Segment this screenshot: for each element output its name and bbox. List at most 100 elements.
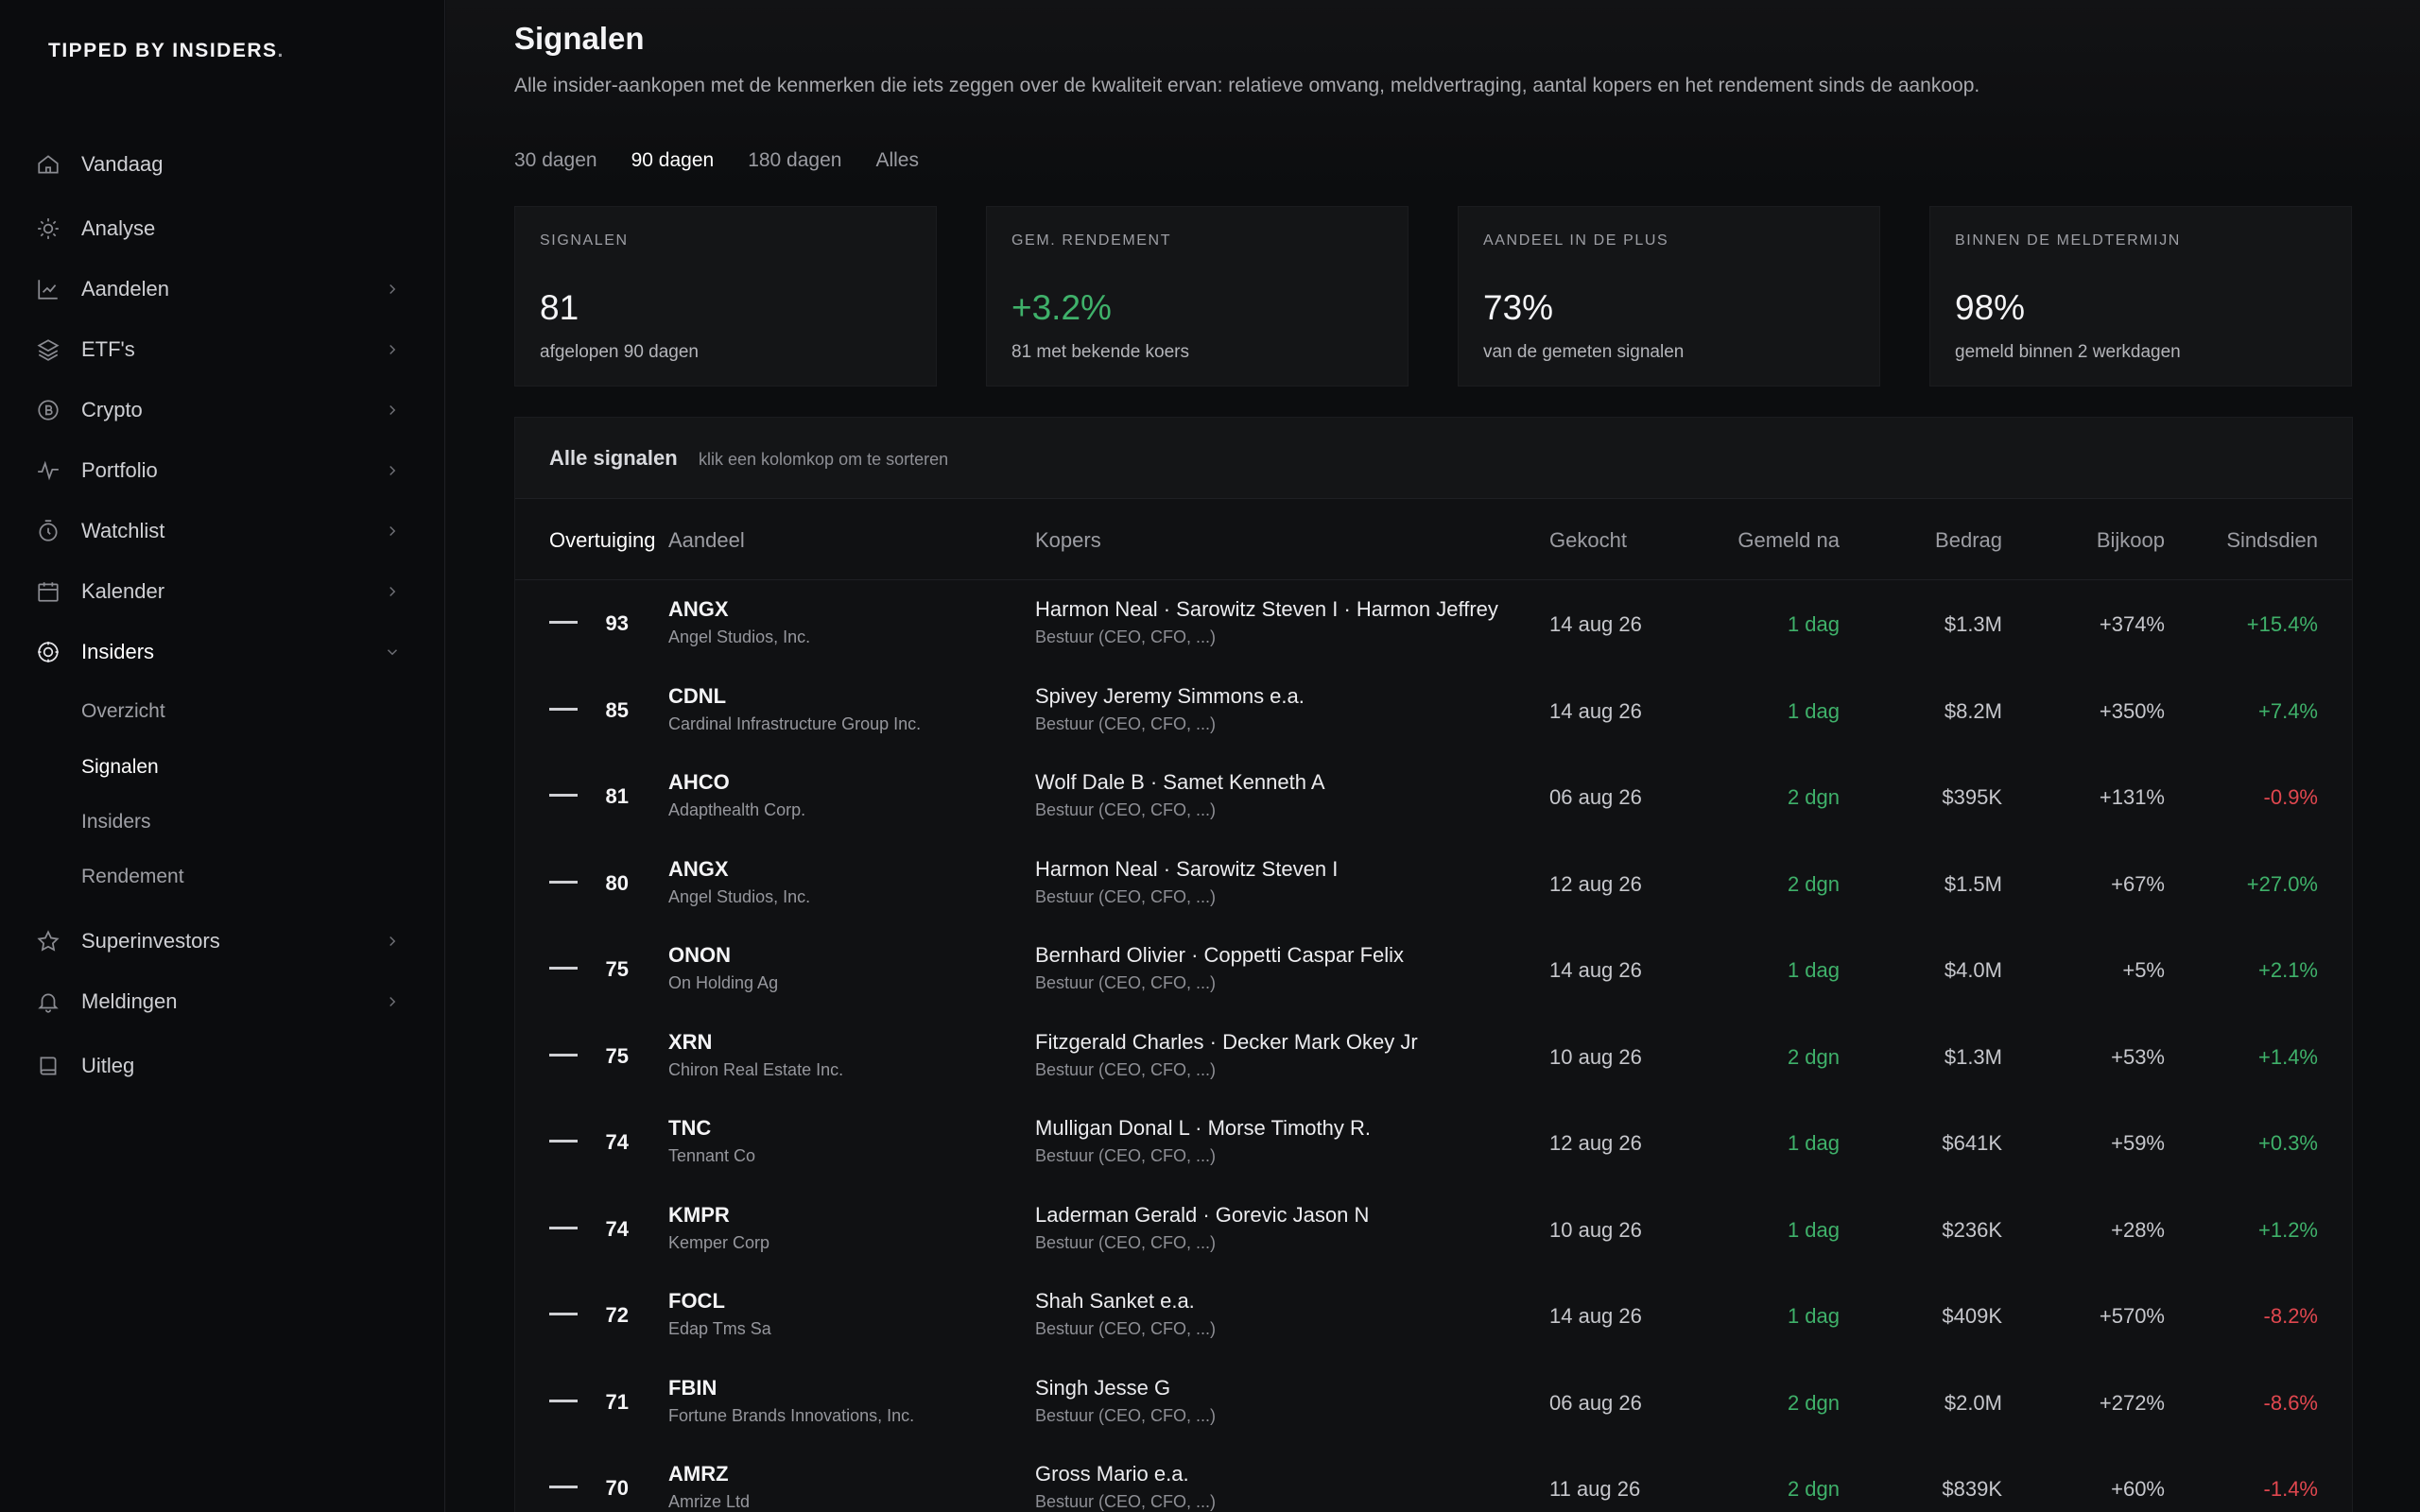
table-row[interactable]: 71 FBIN Fortune Brands Innovations, Inc. Si… (515, 1359, 2352, 1445)
buyers-names: Laderman Gerald · Gorevic Jason N (1035, 1202, 1370, 1227)
brand-logo[interactable]: TIPPED BY INSIDERS. (48, 40, 285, 62)
sidebar-item-label: Aandelen (81, 277, 169, 301)
conviction-bar (549, 967, 578, 970)
since-return: +1.2% (2258, 1217, 2318, 1242)
buyers-role: Bestuur (CEO, CFO, ...) (1035, 886, 1217, 906)
column-gemeld-na[interactable]: Gemeld na (1737, 528, 1840, 552)
table-title: Alle signalen (549, 446, 678, 470)
sidebar-item-vandaag[interactable]: Vandaag (36, 146, 414, 183)
column-kopers[interactable]: Kopers (1035, 528, 1101, 552)
amount-value: $395K (1942, 785, 2002, 809)
conviction-bar (549, 1486, 578, 1488)
sidebar-item-analyse[interactable]: Analyse (36, 210, 414, 248)
target-icon (36, 640, 60, 664)
page-title: Signalen (514, 21, 645, 56)
chevron-right-icon[interactable] (384, 523, 401, 540)
column-overtuiging[interactable]: Overtuiging (549, 528, 656, 552)
sidebar-item-uitleg[interactable]: Uitleg (36, 1047, 414, 1085)
table-row[interactable]: 72 FOCL Edap Tms Sa Shah Sanket e.a. Bestuur… (515, 1272, 2352, 1358)
company-name: Edap Tms Sa (668, 1319, 771, 1338)
buyers-role: Bestuur (CEO, CFO, ...) (1035, 627, 1217, 646)
brand-name: TIPPED BY INSIDERS (48, 40, 278, 61)
amount-value: $236K (1942, 1217, 2002, 1242)
table-column-headers: Overtuiging Aandeel Kopers Gekocht Gemel… (515, 499, 2352, 580)
chevron-down-icon[interactable] (384, 644, 401, 661)
column-bedrag[interactable]: Bedrag (1935, 528, 2002, 552)
stat-label: SIGNALEN (540, 232, 629, 249)
company-name: On Holding Ag (668, 973, 779, 992)
column-bijkoop[interactable]: Bijkoop (2096, 528, 2165, 552)
header-backdrop (446, 0, 2420, 189)
conviction-score: 93 (605, 611, 629, 635)
column-aandeel[interactable]: Aandeel (668, 528, 745, 552)
star-icon (36, 929, 60, 954)
since-return: +7.4% (2258, 698, 2318, 723)
chevron-right-icon[interactable] (384, 462, 401, 479)
conviction-score: 75 (605, 957, 629, 981)
since-return: -8.2% (2263, 1304, 2318, 1328)
since-return: +15.4% (2246, 612, 2318, 636)
subnav-item-overzicht[interactable]: Overzicht (81, 700, 165, 722)
sidebar-item-etf-s[interactable]: ETF's (36, 331, 414, 369)
sidebar-item-kalender[interactable]: Kalender (36, 573, 414, 610)
tab-180-dagen[interactable]: 180 dagen (748, 149, 842, 171)
chevron-right-icon[interactable] (384, 993, 401, 1010)
chevron-right-icon[interactable] (384, 341, 401, 358)
table-row[interactable]: 74 TNC Tennant Co Mulligan Donal L · Morse … (515, 1099, 2352, 1185)
sidebar: TIPPED BY INSIDERS. Vandaag Analyse Aandel… (0, 0, 445, 1512)
chevron-right-icon[interactable] (384, 281, 401, 298)
sidebar-item-superinvestors[interactable]: Superinvestors (36, 922, 414, 960)
sidebar-item-label: ETF's (81, 337, 135, 361)
purchase-date: 14 aug 26 (1549, 698, 1642, 723)
buyers-names: Harmon Neal · Sarowitz Steven I · Harmon… (1035, 597, 1498, 621)
ticker-symbol: KMPR (668, 1202, 730, 1227)
table-row[interactable]: 81 AHCO Adapthealth Corp. Wolf Dale B · Sam… (515, 753, 2352, 839)
tab-30-dagen[interactable]: 30 dagen (514, 149, 597, 171)
purchase-date: 12 aug 26 (1549, 1131, 1642, 1155)
sun-icon (36, 216, 60, 241)
column-gekocht[interactable]: Gekocht (1549, 528, 1627, 552)
ticker-symbol: AHCO (668, 770, 730, 794)
reported-after: 2 dgn (1787, 1477, 1840, 1501)
reported-after: 1 dag (1787, 1131, 1840, 1155)
company-name: Adapthealth Corp. (668, 800, 806, 819)
conviction-bar (549, 880, 578, 884)
stat-card-rendement: GEM. RENDEMENT +3.2% 81 met bekende koer… (986, 206, 1409, 387)
subnav-item-insiders[interactable]: Insiders (81, 811, 151, 833)
chevron-right-icon[interactable] (384, 583, 401, 600)
tab-90-dagen[interactable]: 90 dagen (631, 149, 715, 171)
buyers-role: Bestuur (CEO, CFO, ...) (1035, 1319, 1217, 1338)
stats-row: SIGNALEN 81 afgelopen 90 dagen GEM. REND… (514, 206, 2352, 387)
column-sindsdien[interactable]: Sindsdien (2226, 528, 2318, 552)
table-row[interactable]: 75 XRN Chiron Real Estate Inc. Fitzgerald C… (515, 1013, 2352, 1099)
reported-after: 2 dgn (1787, 871, 1840, 896)
sidebar-item-aandelen[interactable]: Aandelen (36, 270, 414, 308)
sidebar-item-watchlist[interactable]: Watchlist (36, 512, 414, 550)
table-row[interactable]: 80 ANGX Angel Studios, Inc. Harmon Neal · S… (515, 840, 2352, 926)
chevron-right-icon[interactable] (384, 933, 401, 950)
page-description: Alle insider-aankopen met de kenmerken d… (514, 75, 1980, 96)
buyers-role: Bestuur (CEO, CFO, ...) (1035, 973, 1217, 992)
purchase-date: 14 aug 26 (1549, 1304, 1642, 1328)
table-row[interactable]: 85 CDNL Cardinal Infrastructure Group Inc.… (515, 667, 2352, 753)
sidebar-item-portfolio[interactable]: Portfolio (36, 452, 414, 490)
table-row[interactable]: 75 ONON On Holding Ag Bernhard Olivier · Co… (515, 926, 2352, 1012)
table-row[interactable]: 70 AMRZ Amrize Ltd Gross Mario e.a. Bestuur … (515, 1445, 2352, 1512)
purchase-date: 14 aug 26 (1549, 958, 1642, 982)
bell-icon (36, 989, 60, 1014)
table-row[interactable]: 93 ANGX Angel Studios, Inc. Harmon Neal · S… (515, 580, 2352, 666)
sidebar-item-insiders[interactable]: Insiders (36, 633, 414, 671)
tab-alles[interactable]: Alles (875, 149, 919, 171)
stat-value: 81 (540, 288, 579, 327)
chevron-right-icon[interactable] (384, 402, 401, 419)
amount-value: $1.3M (1944, 1044, 2002, 1069)
layers-icon (36, 337, 60, 362)
table-row[interactable]: 74 KMPR Kemper Corp Laderman Gerald · Gorev… (515, 1186, 2352, 1272)
subnav-item-signalen[interactable]: Signalen (81, 756, 159, 778)
ticker-symbol: FBIN (668, 1375, 717, 1400)
conviction-score: 74 (605, 1130, 629, 1154)
reported-after: 1 dag (1787, 698, 1840, 723)
subnav-item-rendement[interactable]: Rendement (81, 866, 184, 887)
sidebar-item-crypto[interactable]: Crypto (36, 391, 414, 429)
sidebar-item-meldingen[interactable]: Meldingen (36, 983, 414, 1021)
